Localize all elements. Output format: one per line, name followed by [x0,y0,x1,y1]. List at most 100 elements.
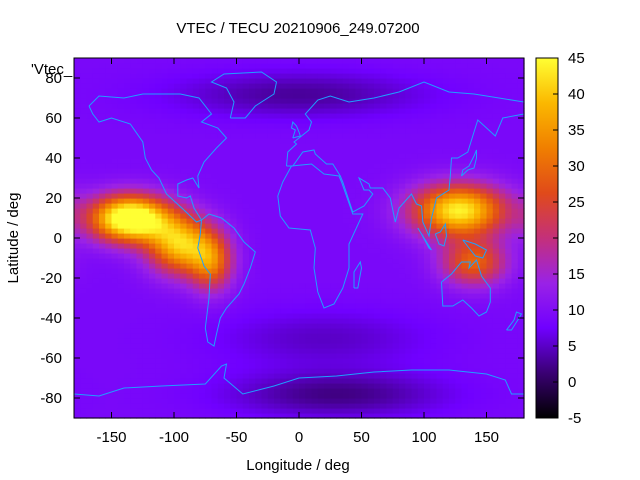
heat-cell [217,63,225,69]
heat-cell [467,213,475,219]
heat-cell [342,203,350,209]
heat-cell [155,373,163,379]
heat-cell [405,173,413,179]
heat-cell [92,378,100,384]
heat-cell [224,188,231,194]
heat-cell [211,103,219,109]
heat-cell [167,158,175,164]
heat-cell [280,138,288,144]
heat-cell [305,413,313,419]
heat-cell [80,213,88,219]
heat-cell [505,388,513,394]
heat-cell [349,118,356,124]
heat-cell [167,348,175,354]
heat-cell [424,398,431,404]
heat-cell [99,403,106,409]
heat-cell [130,383,138,389]
heat-cell [111,353,119,359]
heat-cell [286,348,294,354]
heat-cell [199,178,206,184]
heat-cell [236,173,244,179]
heat-cell [124,63,131,69]
heat-cell [355,213,363,219]
heat-cell [274,263,281,269]
heat-cell [249,128,256,134]
heat-cell [274,293,281,299]
heat-cell [105,63,113,69]
heat-cell [155,78,163,84]
heat-cell [105,213,113,219]
heat-cell [255,308,263,314]
heat-cell [199,83,206,89]
heat-cell [149,178,156,184]
heat-cell [455,98,463,104]
heat-cell [442,333,450,339]
heat-cell [455,183,463,189]
heat-cell [467,343,475,349]
heat-cell [336,288,344,294]
heat-cell [449,168,456,174]
heat-cell [430,283,438,289]
heat-cell [492,223,500,229]
heat-cell [499,213,506,219]
heat-cell [361,88,369,94]
heat-cell [99,143,106,149]
heat-cell [367,318,375,324]
heat-cell [92,273,100,279]
heat-cell [167,118,175,124]
heat-cell [386,173,394,179]
heat-cell [167,408,175,414]
heat-cell [86,143,94,149]
heat-cell [155,323,163,329]
heat-cell [349,128,356,134]
heat-cell [142,253,150,259]
heat-cell [105,308,113,314]
heat-cell [324,138,331,144]
heat-cell [405,193,413,199]
heat-cell [467,308,475,314]
heat-cell [361,168,369,174]
heat-cell [305,173,313,179]
heat-cell [492,178,500,184]
heat-cell [399,233,406,239]
heat-cell [286,388,294,394]
heat-cell [205,408,213,414]
heat-cell [367,328,375,334]
heat-cell [230,83,238,89]
heat-cell [274,223,281,229]
heat-cell [305,318,313,324]
heat-cell [486,123,494,129]
heat-cell [111,223,119,229]
heat-cell [92,278,100,284]
heat-cell [205,228,213,234]
heat-cell [242,308,250,314]
heat-cell [224,173,231,179]
heat-cell [405,113,413,119]
heat-cell [249,228,256,234]
heat-cell [399,348,406,354]
heat-cell [205,148,213,154]
heat-cell [186,398,194,404]
heat-cell [474,188,481,194]
heat-cell [261,243,269,249]
heat-cell [230,238,238,244]
heat-cell [474,68,481,74]
heat-cell [86,323,94,329]
heat-cell [286,253,294,259]
heat-cell [267,83,275,89]
heat-cell [324,253,331,259]
heat-cell [461,188,469,194]
heat-cell [386,213,394,219]
heat-cell [461,413,469,419]
heat-cell [286,58,294,64]
heat-cell [367,138,375,144]
heat-cell [411,323,419,329]
heat-cell [80,293,88,299]
heat-cell [267,133,275,139]
heat-cell [205,208,213,214]
heat-cell [124,128,131,134]
heat-cell [486,403,494,409]
heat-cell [180,138,188,144]
heat-cell [80,93,88,99]
heat-cell [161,133,169,139]
